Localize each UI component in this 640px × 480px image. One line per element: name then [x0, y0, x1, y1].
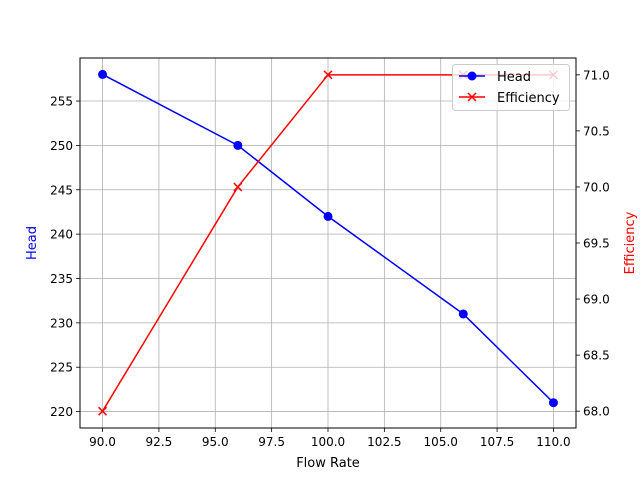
y-left-tick-label: 230 — [50, 316, 73, 330]
data-point-circle-icon — [548, 398, 558, 408]
data-point-circle-icon — [233, 140, 243, 150]
y-right-tick-label: 70.5 — [583, 124, 610, 138]
x-tick-label: 92.5 — [146, 435, 173, 449]
y-right-tick-label: 71.0 — [583, 68, 610, 82]
y-left-tick-label: 220 — [50, 405, 73, 419]
x-axis-label: Flow Rate — [296, 456, 360, 471]
x-axis-ticks: 90.0 92.5 95.0 97.5 100.0 102.5 105.0 107.5 110.… — [89, 428, 571, 449]
legend-efficiency-label: Efficiency — [497, 91, 560, 106]
legend: Head Efficiency — [452, 64, 570, 111]
data-point-x-icon — [323, 70, 333, 80]
data-point-circle-icon — [323, 211, 333, 221]
legend-efficiency-marker-icon — [467, 92, 477, 102]
legend-head-marker-icon — [467, 71, 477, 81]
y-right-tick-label: 68.5 — [583, 349, 610, 363]
data-point-circle-icon — [98, 69, 108, 79]
y-right-tick-label: 68.0 — [583, 405, 610, 419]
y-right-tick-label: 69.0 — [583, 293, 610, 307]
y-left-tick-label: 250 — [50, 139, 73, 153]
x-tick-label: 97.5 — [258, 435, 285, 449]
y-left-tick-label: 225 — [50, 361, 73, 375]
y-left-tick-label: 245 — [50, 183, 73, 197]
y-axis-right-ticks: 68.0 68.5 69.0 69.5 70.0 70.5 71.0 — [576, 68, 610, 419]
y-axis-left-ticks: 220 225 230 235 240 245 250 255 — [50, 95, 80, 419]
y-axis-left-label: Head — [25, 226, 40, 260]
y-left-tick-label: 255 — [50, 95, 73, 109]
y-right-tick-label: 70.0 — [583, 180, 610, 194]
y-left-tick-label: 235 — [50, 272, 73, 286]
x-tick-label: 105.0 — [424, 435, 458, 449]
x-tick-label: 90.0 — [89, 435, 116, 449]
x-tick-label: 107.5 — [480, 435, 514, 449]
data-point-circle-icon — [458, 309, 468, 319]
data-point-x-icon — [98, 406, 108, 416]
x-tick-label: 100.0 — [311, 435, 345, 449]
y-axis-right-label: Efficiency — [623, 211, 638, 274]
x-tick-label: 102.5 — [367, 435, 401, 449]
grid-lines — [80, 58, 576, 428]
y-left-tick-label: 240 — [50, 228, 73, 242]
x-tick-label: 95.0 — [202, 435, 229, 449]
y-right-tick-label: 69.5 — [583, 237, 610, 251]
data-point-x-icon — [233, 182, 243, 192]
legend-head-label: Head — [497, 70, 531, 85]
x-tick-label: 110.0 — [536, 435, 570, 449]
